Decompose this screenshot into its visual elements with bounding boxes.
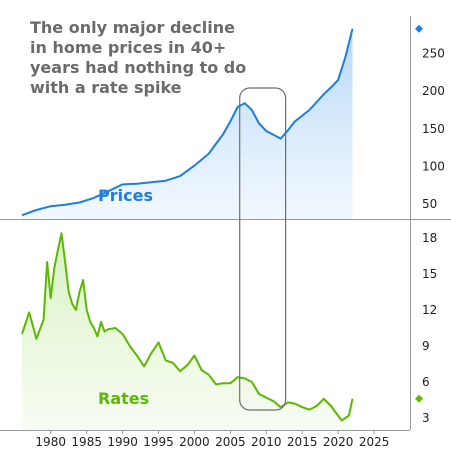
x-tick-label: 2005 [215, 435, 246, 449]
rates-line [21, 232, 354, 422]
prices-last-value-marker [415, 24, 423, 33]
prices-area [22, 28, 353, 219]
rates-ytick-label: 9 [422, 339, 430, 353]
rates-area [22, 233, 353, 430]
rates-ytick-label: 12 [422, 303, 437, 317]
rates-ytick-label: 3 [422, 411, 430, 425]
prices-ytick-label: 250 [422, 47, 445, 61]
rates-ytick-label: 15 [422, 267, 437, 281]
x-tick-label: 1980 [35, 435, 66, 449]
x-tick-label: 1985 [71, 435, 102, 449]
rates-series-label: Rates [98, 389, 150, 408]
x-tick-label: 2000 [179, 435, 210, 449]
x-tick-label: 2025 [359, 435, 390, 449]
x-tick-label: 1990 [107, 435, 138, 449]
x-tick-label: 1995 [143, 435, 174, 449]
x-tick-label: 2020 [323, 435, 354, 449]
highlight-box [239, 87, 287, 411]
prices-line [21, 28, 354, 217]
prices-series-label: Prices [98, 186, 153, 205]
prices-ytick-label: 100 [422, 159, 445, 173]
rates-ytick-label: 18 [422, 231, 437, 245]
chart-headline: The only major decline in home prices in… [30, 18, 247, 97]
prices-ytick-label: 150 [422, 122, 445, 136]
x-tick-label: 2010 [251, 435, 282, 449]
rates-ytick-label: 6 [422, 375, 430, 389]
rates-last-value-marker [415, 394, 423, 403]
x-tick-label: 2015 [287, 435, 318, 449]
prices-ytick-label: 200 [422, 84, 445, 98]
prices-ytick-label: 50 [422, 197, 437, 211]
